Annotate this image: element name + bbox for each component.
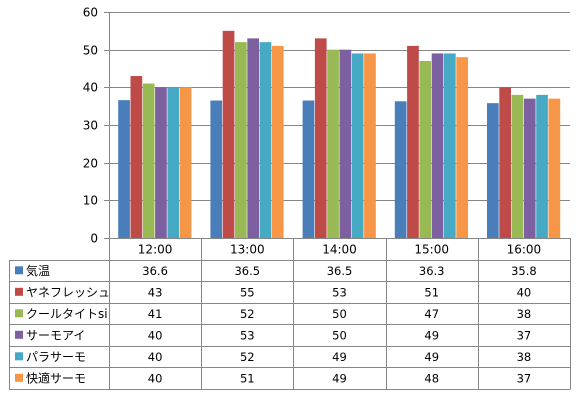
bar-4-1500 [431, 53, 444, 239]
data-cell: 36.3 [419, 264, 445, 278]
legend-key [15, 266, 23, 275]
data-cell: 48 [424, 371, 439, 385]
bar-2-1600 [499, 87, 511, 238]
bar-6-1500 [456, 57, 468, 239]
legend-key [15, 287, 23, 296]
data-cell: 38 [517, 350, 532, 364]
data-cell: 52 [240, 307, 255, 321]
data-cell: 50 [332, 328, 347, 342]
bar-4-1400 [339, 49, 352, 238]
series-name: ヤネフレッシュ [26, 285, 110, 299]
bar-3-1200 [142, 83, 155, 238]
legend-key [15, 330, 23, 339]
data-cell: 49 [332, 371, 347, 385]
data-cell: 36.5 [327, 264, 353, 278]
data-cell: 35.8 [511, 264, 537, 278]
x-category-label: 14:00 [322, 242, 357, 256]
data-cell: 50 [332, 307, 347, 321]
bar-1-1200 [118, 100, 130, 238]
data-cell: 40 [148, 328, 163, 342]
bar-3-1600 [511, 94, 524, 239]
bar-4-1200 [155, 87, 167, 238]
series-name: 快適サーモ [26, 370, 86, 385]
bar-6-1300 [271, 45, 284, 239]
bar-5-1500 [444, 53, 456, 239]
data-cell: 47 [424, 307, 439, 321]
data-cell: 53 [240, 328, 255, 342]
bar-5-1200 [167, 87, 180, 238]
bar-3-1300 [235, 42, 247, 238]
bar-1-1300 [210, 100, 223, 239]
series-name: サーモアイ [26, 328, 85, 342]
data-cell: 40 [148, 350, 163, 364]
bar-2-1200 [130, 76, 143, 238]
y-tick-label: 40 [83, 81, 98, 95]
bar-3-1400 [327, 49, 339, 238]
data-cell: 43 [148, 285, 163, 299]
x-category-label: 12:00 [138, 242, 173, 256]
data-cell: 52 [240, 350, 255, 364]
data-cell: 40 [148, 371, 163, 385]
y-tick-label: 30 [83, 119, 98, 133]
series-name: パラサーモ [26, 350, 86, 364]
data-cell: 51 [240, 371, 255, 385]
y-axis: 0 10 20 30 40 50 60 [83, 6, 110, 246]
bar-2-1500 [407, 45, 419, 239]
series-name: 気温 [26, 263, 50, 278]
bar-1-1600 [487, 103, 499, 239]
bar-5-1300 [259, 42, 272, 238]
data-cell: 53 [332, 285, 347, 299]
bar-2-1300 [222, 30, 235, 238]
legend-key [15, 352, 23, 361]
data-cell: 49 [424, 328, 439, 342]
y-tick-label: 20 [83, 157, 98, 171]
x-category-label: 15:00 [414, 242, 449, 256]
data-cell: 55 [240, 285, 255, 299]
data-cell: 37 [517, 371, 532, 385]
data-cell: 41 [148, 307, 163, 321]
data-cell: 36.5 [234, 264, 260, 278]
bar-2-1400 [314, 38, 327, 239]
bars [118, 30, 561, 239]
bar-1-1400 [302, 100, 315, 239]
bar-6-1200 [179, 87, 192, 238]
bar-1-1500 [394, 101, 407, 239]
bar-5-1400 [351, 53, 364, 239]
bar-4-1300 [247, 38, 259, 239]
bar-6-1600 [548, 98, 561, 238]
data-cell: 38 [517, 307, 532, 321]
bar-3-1500 [419, 60, 432, 238]
y-tick-label: 60 [83, 6, 98, 20]
x-category-label: 16:00 [507, 242, 542, 256]
data-table: 12:00 13:00 14:00 15:00 16:00 気温 36.6 36.5 36.5 3… [9, 238, 571, 390]
bar-4-1600 [523, 98, 536, 238]
data-cell: 51 [424, 285, 439, 299]
x-category-label: 13:00 [230, 242, 265, 256]
y-tick-label: 50 [83, 44, 98, 58]
data-cell: 37 [517, 328, 532, 342]
data-cell: 40 [517, 285, 532, 299]
y-tick-label: 0 [90, 232, 98, 246]
legend-key [15, 309, 23, 318]
data-cell: 36.6 [142, 264, 168, 278]
series-name: クールタイトsi [26, 307, 108, 321]
data-cell: 49 [332, 350, 347, 364]
data-cell: 49 [424, 350, 439, 364]
legend-key [15, 373, 23, 382]
bar-6-1400 [364, 53, 376, 239]
bar-5-1600 [536, 94, 548, 239]
y-tick-label: 10 [83, 194, 98, 208]
